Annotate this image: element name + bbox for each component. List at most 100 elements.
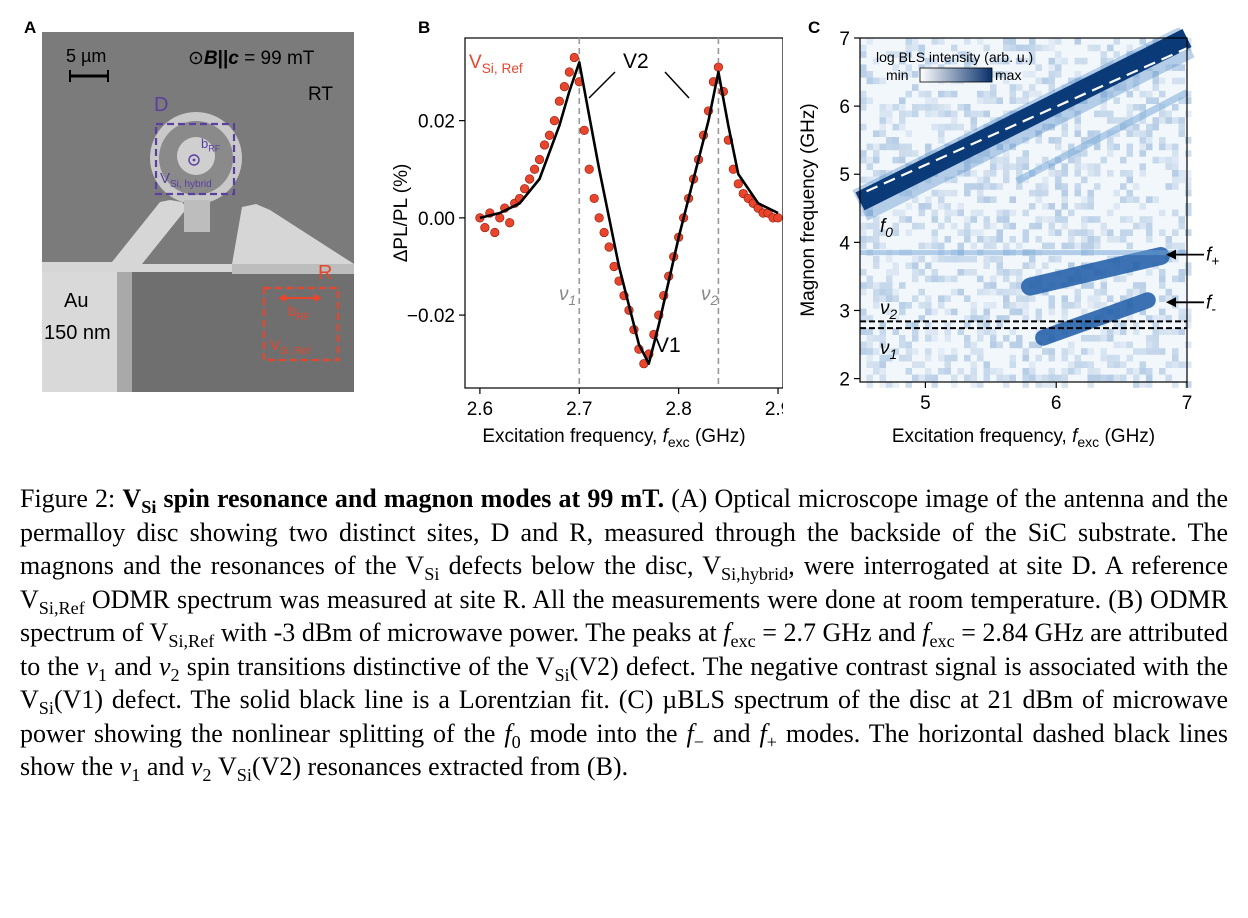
heatmap-cell bbox=[912, 84, 919, 91]
heatmap-cell bbox=[938, 130, 945, 137]
heatmap-cell bbox=[1178, 222, 1185, 230]
heatmap-cell bbox=[860, 308, 867, 316]
heatmap-cell bbox=[905, 71, 912, 78]
heatmap-cell bbox=[996, 229, 1003, 236]
heatmap-cell bbox=[873, 176, 880, 184]
data-point bbox=[554, 96, 565, 106]
heatmap-cell bbox=[931, 123, 938, 131]
heatmap-cell bbox=[886, 104, 893, 111]
y-tick-label: 3 bbox=[839, 301, 850, 322]
heatmap-cell bbox=[1159, 295, 1166, 302]
heatmap-cell bbox=[964, 104, 971, 111]
heatmap-cell bbox=[996, 183, 1003, 190]
heatmap-cell bbox=[1042, 176, 1049, 184]
heatmap-cell bbox=[1048, 242, 1055, 250]
heatmap-cell bbox=[990, 302, 997, 309]
heatmap-cell bbox=[1087, 44, 1094, 52]
heatmap-cell bbox=[996, 368, 1003, 375]
heatmap-cell bbox=[996, 255, 1003, 263]
heatmap-cell bbox=[925, 308, 932, 316]
heatmap-cell bbox=[905, 38, 912, 45]
heatmap-cell bbox=[1113, 143, 1120, 151]
heatmap-cell bbox=[1061, 196, 1068, 203]
heatmap-cell bbox=[918, 44, 925, 52]
heatmap-cell bbox=[1042, 262, 1049, 269]
heatmap-cell bbox=[990, 335, 997, 342]
heatmap-cell bbox=[996, 269, 1003, 276]
heatmap-cell bbox=[1100, 222, 1107, 230]
site-r-label: R bbox=[318, 262, 333, 284]
v2-pointer-left bbox=[588, 71, 616, 99]
heatmap-cell bbox=[912, 222, 919, 230]
heatmap-cell bbox=[964, 295, 971, 302]
heatmap-cell bbox=[1107, 209, 1114, 217]
heatmap-cell bbox=[1081, 176, 1088, 184]
heatmap-cell bbox=[892, 104, 899, 111]
heatmap-cell bbox=[1126, 104, 1133, 111]
microscope-drawing bbox=[42, 70, 354, 392]
heatmap-cell bbox=[1120, 295, 1127, 302]
heatmap-cell bbox=[918, 104, 925, 111]
heatmap-cell bbox=[1185, 137, 1192, 144]
heatmap-cell bbox=[873, 216, 880, 223]
y-axis-label: Magnon frequency (GHz) bbox=[798, 103, 819, 316]
heatmap-cell bbox=[1087, 163, 1094, 170]
heatmap-cell bbox=[1159, 137, 1166, 144]
heatmap-cell bbox=[977, 97, 984, 104]
heatmap-cell bbox=[1022, 71, 1029, 78]
heatmap-cell bbox=[1048, 381, 1055, 388]
heatmap-cell bbox=[1061, 183, 1068, 190]
heatmap-cell bbox=[1048, 71, 1055, 78]
heatmap-cell bbox=[996, 209, 1003, 217]
heatmap-cell bbox=[970, 368, 977, 375]
heatmap-cell bbox=[983, 150, 990, 157]
heatmap-cell bbox=[1120, 170, 1127, 177]
heatmap-cell bbox=[1146, 229, 1153, 236]
heatmap-cell bbox=[1139, 222, 1146, 230]
heatmap-cell bbox=[1003, 222, 1010, 230]
heatmap-cell bbox=[964, 315, 971, 322]
heatmap-cell bbox=[938, 368, 945, 375]
heatmap-cell bbox=[1146, 216, 1153, 223]
heatmap-cell bbox=[879, 374, 886, 382]
heatmap-cell bbox=[879, 104, 886, 111]
heatmap-cell bbox=[1081, 229, 1088, 236]
heatmap-cell bbox=[925, 90, 932, 98]
heatmap-cell bbox=[1107, 374, 1114, 382]
heatmap-cell bbox=[964, 236, 971, 243]
heatmap-cell bbox=[1120, 341, 1127, 349]
heatmap-cell bbox=[873, 143, 880, 151]
heatmap-cell bbox=[1126, 51, 1133, 58]
f0-mode-band bbox=[855, 29, 1192, 211]
heatmap-cell bbox=[879, 77, 886, 85]
heatmap-cell bbox=[860, 348, 867, 355]
heatmap-cell bbox=[1100, 97, 1107, 104]
heatmap-cell bbox=[1139, 150, 1146, 157]
heatmap-cell bbox=[1113, 97, 1120, 104]
heatmap-cell bbox=[892, 209, 899, 217]
heatmap-cell bbox=[1094, 216, 1101, 223]
heatmap-cell bbox=[957, 51, 964, 58]
heatmap-cell bbox=[977, 328, 984, 335]
heatmap-cell bbox=[1120, 328, 1127, 335]
heatmap-cell bbox=[938, 38, 945, 45]
heatmap-cell bbox=[951, 354, 958, 362]
heatmap-cell bbox=[879, 242, 886, 250]
heatmap-cell bbox=[1185, 321, 1192, 329]
heatmap-cell bbox=[1139, 143, 1146, 151]
heatmap-cell bbox=[1061, 222, 1068, 230]
heatmap-cell bbox=[899, 51, 906, 58]
colorbar-min-label: min bbox=[886, 67, 909, 83]
heatmap-cell bbox=[918, 90, 925, 98]
heatmap-cell bbox=[983, 176, 990, 184]
heatmap-cell bbox=[1022, 381, 1029, 388]
heatmap-cell bbox=[1113, 84, 1120, 91]
heatmap-cell bbox=[912, 361, 919, 368]
heatmap-cell bbox=[983, 183, 990, 190]
heatmap-cell bbox=[1133, 222, 1140, 230]
heatmap-cell bbox=[912, 71, 919, 78]
heatmap-cell bbox=[1003, 269, 1010, 276]
heatmap-cell bbox=[1113, 38, 1120, 45]
heatmap-cell bbox=[1107, 150, 1114, 157]
heatmap-cell bbox=[1074, 156, 1081, 164]
